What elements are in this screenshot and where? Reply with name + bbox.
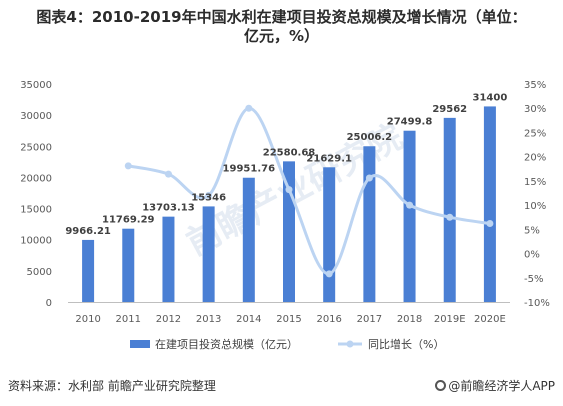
y-left-tick-label: 10000 <box>20 236 52 247</box>
growth-point-2016 <box>325 270 333 278</box>
growth-point-2015 <box>285 186 293 194</box>
growth-point-2019E <box>446 213 454 221</box>
y-left-tick-label: 25000 <box>20 142 52 153</box>
y-left-tick-label: 20000 <box>20 173 52 184</box>
y-right-tick-label: -5% <box>524 274 543 285</box>
y-left-tick-label: 0 <box>46 298 52 309</box>
legend-bar-label: 在建项目投资总规模（亿元） <box>155 337 298 351</box>
bar-value-label: 19951.76 <box>223 164 276 175</box>
growth-point-2012 <box>164 170 172 178</box>
y-right-tick-label: 35% <box>524 80 546 91</box>
x-tick-label: 2018 <box>397 314 422 325</box>
bar-value-label: 29562 <box>432 104 467 115</box>
y-right-tick-label: 20% <box>524 153 546 164</box>
bar-2011 <box>122 228 135 302</box>
legend-bar-swatch <box>130 340 150 348</box>
bar-2019E <box>443 117 456 302</box>
bar-value-label: 15346 <box>191 192 226 203</box>
x-tick-label: 2010 <box>75 314 100 325</box>
bar-2020E <box>483 106 496 303</box>
brand-credit-text: @前瞻经济学人APP <box>448 379 555 393</box>
bar-value-label: 25006.2 <box>347 132 393 143</box>
bar-2016 <box>323 167 336 302</box>
legend-line-label: 同比增长（%） <box>368 337 444 351</box>
y-left-tick-label: 30000 <box>20 111 52 122</box>
growth-point-2017 <box>365 174 373 182</box>
y-right-tick-label: 0% <box>524 250 540 261</box>
bar-value-label: 9966.21 <box>65 226 111 237</box>
x-tick-label: 2016 <box>316 314 341 325</box>
growth-line <box>127 106 491 276</box>
y-right-tick-label: 30% <box>524 104 546 115</box>
y-right-tick-label: 15% <box>524 177 546 188</box>
x-tick-label: 2015 <box>276 314 301 325</box>
x-tick-label: 2013 <box>196 314 221 325</box>
chart-title-line-2: 亿元，%） <box>243 27 320 45</box>
chart-title-line-1: 图表4：2010-2019年中国水利在建项目投资总规模及增长情况（单位： <box>36 8 527 26</box>
y-right-tick-label: 25% <box>524 128 546 139</box>
growth-point-2011 <box>124 162 132 170</box>
x-tick-label: 2011 <box>116 314 141 325</box>
brand-logo-icon <box>435 380 447 391</box>
bar-value-label: 31400 <box>473 92 508 103</box>
bar-2018 <box>403 130 416 302</box>
bar-value-label: 22580.68 <box>263 147 316 158</box>
x-tick-label: 2017 <box>357 314 382 325</box>
y-right-tick-label: 5% <box>524 225 540 236</box>
y-left-tick-label: 35000 <box>20 80 52 91</box>
bar-value-label: 21629.1 <box>306 153 352 164</box>
bar-2017 <box>363 146 376 302</box>
chart-title: 图表4：2010-2019年中国水利在建项目投资总规模及增长情况（单位： 亿元，… <box>0 8 563 46</box>
source-note: 资料来源：水利部 前瞻产业研究院整理 <box>8 379 216 393</box>
x-tick-label: 2012 <box>156 314 181 325</box>
bar-2012 <box>162 216 175 302</box>
bar-value-label: 13703.13 <box>142 203 195 214</box>
bar-2010 <box>82 239 95 302</box>
growth-point-2013 <box>205 191 213 199</box>
growth-point-2020E <box>486 220 494 228</box>
x-tick-label: 2020E <box>474 314 506 325</box>
bar-value-label: 27499.8 <box>387 117 433 128</box>
footer: 资料来源：水利部 前瞻产业研究院整理 @前瞻经济学人APP <box>0 377 563 399</box>
bar-2014 <box>242 177 255 302</box>
x-tick-label: 2014 <box>236 314 261 325</box>
y-left-tick-label: 15000 <box>20 205 52 216</box>
legend-line-marker <box>346 340 354 348</box>
y-right-tick-label: 10% <box>524 201 546 212</box>
y-right-tick-label: -10% <box>524 298 550 309</box>
brand-credit: @前瞻经济学人APP <box>435 377 555 394</box>
x-tick-label: 2019E <box>434 314 466 325</box>
growth-point-2018 <box>406 201 414 209</box>
bar-value-label: 11769.29 <box>102 215 155 226</box>
y-left-tick-label: 5000 <box>27 267 52 278</box>
bar-2013 <box>202 206 215 302</box>
growth-point-2014 <box>245 104 253 112</box>
